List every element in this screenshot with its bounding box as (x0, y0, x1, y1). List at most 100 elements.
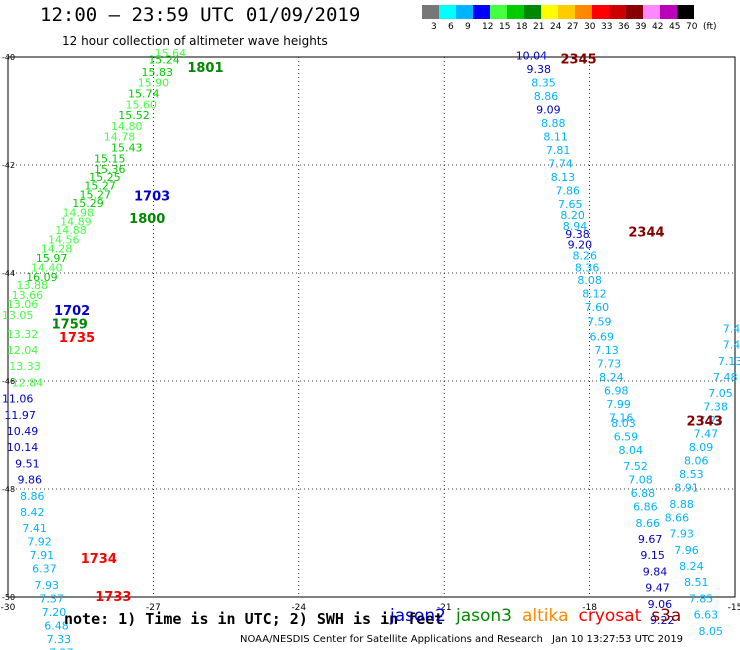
wave-height-value: 14.80 (111, 120, 143, 133)
wave-height-value: 9.67 (638, 533, 663, 546)
wave-height-value: 7.85 (689, 592, 714, 605)
wave-height-value: 8.66 (636, 517, 661, 530)
wave-height-value: 13.32 (7, 328, 39, 341)
lon-tick-label: -18 (582, 603, 597, 613)
wave-height-value: 7.20 (42, 606, 67, 619)
wave-height-value: 9.38 (565, 228, 590, 241)
wave-height-value: 13.88 (16, 279, 48, 292)
wave-height-value: 7.93 (35, 579, 60, 592)
wave-height-value: 7.91 (30, 549, 55, 562)
wave-height-value: 8.51 (684, 576, 709, 589)
scale-label: 24 (550, 22, 562, 32)
wave-height-value: 7.48 (713, 371, 738, 384)
wave-height-value: 7.38 (703, 401, 728, 414)
wave-height-value: 14.89 (60, 215, 92, 228)
wave-height-value: 8.94 (563, 220, 588, 233)
scale-label: 36 (618, 22, 630, 32)
satellite-jason3: jason3 (456, 606, 512, 626)
scale-swatch (456, 5, 473, 19)
wave-height-value: 8.66 (665, 511, 690, 524)
wave-height-value: 8.88 (541, 117, 566, 130)
wave-height-value: 8.91 (674, 482, 699, 495)
wave-height-value: 8.35 (531, 77, 556, 90)
scale-label: 42 (652, 22, 664, 32)
scale-unit: (ft) (703, 22, 717, 32)
lat-tick-label: -40 (2, 53, 15, 62)
wave-height-value: 15.27 (79, 188, 111, 201)
wave-height-value: 7.33 (47, 633, 72, 646)
wave-height-value: 7.08 (628, 474, 653, 487)
wave-height-value: 8.04 (619, 444, 644, 457)
wave-height-value: 7.93 (669, 528, 694, 541)
wave-height-value: 6.63 (694, 609, 719, 622)
time-label: 1801 (187, 61, 223, 76)
wave-height-value: 15.64 (155, 47, 187, 60)
wave-height-value: 7.99 (606, 398, 631, 411)
wave-height-value: 8.13 (551, 171, 576, 184)
wave-height-value: 7.37 (39, 592, 64, 605)
time-label: 1734 (81, 552, 117, 567)
time-label: 2344 (628, 226, 664, 241)
wave-height-value: 12.84 (12, 376, 44, 389)
scale-swatch (643, 5, 660, 19)
scale-swatch (626, 5, 643, 19)
wave-height-value: 9.51 (15, 457, 40, 470)
wave-height-value: 13.06 (7, 298, 39, 311)
wave-height-value: 6.37 (32, 563, 57, 576)
time-label: 2343 (687, 415, 723, 430)
wave-height-value: 9.86 (18, 474, 43, 487)
scale-swatch (473, 5, 490, 19)
scale-swatch (660, 5, 677, 19)
wave-height-value: 7.74 (548, 158, 573, 171)
wave-height-value: 13.33 (9, 360, 41, 373)
time-label: 2345 (561, 53, 597, 68)
scale-swatch (592, 5, 609, 19)
wave-height-value: 15.97 (36, 252, 68, 265)
wave-height-value: 7.23 (699, 414, 724, 427)
wave-height-value: 13.66 (12, 289, 44, 302)
wave-height-value: 6.48 (44, 619, 69, 632)
satellite-altika: altika (522, 606, 569, 626)
scale-swatch (507, 5, 524, 19)
wave-height-value: 9.06 (648, 598, 673, 611)
wave-height-value: 8.24 (599, 371, 624, 384)
scale-label: 39 (635, 22, 647, 32)
lon-tick-label: -24 (291, 603, 306, 613)
scale-swatch (490, 5, 507, 19)
wave-height-value: 14.88 (55, 224, 87, 237)
wave-height-value: 8.20 (560, 209, 585, 222)
wave-height-value: 14.28 (41, 242, 73, 255)
units-note: note: 1) Time is in UTC; 2) SWH is in fe… (64, 610, 444, 628)
page-title: 12:00 – 23:59 UTC 01/09/2019 (40, 4, 361, 26)
map-frame (7, 56, 736, 598)
wave-height-value: 7.59 (587, 315, 612, 328)
scale-label: 3 (431, 22, 437, 32)
wave-height-value: 8.86 (20, 490, 45, 503)
wave-height-value: 15.36 (94, 163, 126, 176)
lon-tick-label: -21 (437, 603, 452, 613)
wave-height-value: 9.38 (526, 63, 551, 76)
wave-height-value: 6.69 (589, 331, 614, 344)
wave-height-value: 15.29 (72, 197, 104, 210)
scale-label: 18 (516, 22, 528, 32)
scale-label: 9 (465, 22, 471, 32)
scale-swatch (677, 5, 694, 19)
color-scale-labels: 3 6 9 12 15 18 21 24 27 30 33 36 39 42 45 70 (ft) (422, 22, 740, 34)
wave-height-value: 10.14 (7, 441, 39, 454)
wave-height-value: 10.04 (516, 50, 548, 63)
wave-height-value: 15.15 (94, 152, 126, 165)
satellite-jason2: jason2 (390, 606, 446, 626)
wave-height-value: 15.25 (89, 171, 121, 184)
scale-swatch (609, 5, 626, 19)
wave-height-value: 8.06 (684, 455, 709, 468)
color-scale (422, 5, 694, 19)
wave-height-value: 7.49 (723, 339, 740, 352)
wave-height-value: 11.06 (2, 393, 34, 406)
wave-height-value: 9.09 (536, 104, 561, 117)
lat-tick-label: -44 (2, 269, 15, 278)
wave-height-value: 7.92 (27, 536, 52, 549)
wave-height-value: 9.84 (643, 565, 668, 578)
wave-height-value: 8.24 (679, 560, 704, 573)
lat-tick-label: -50 (2, 593, 15, 602)
